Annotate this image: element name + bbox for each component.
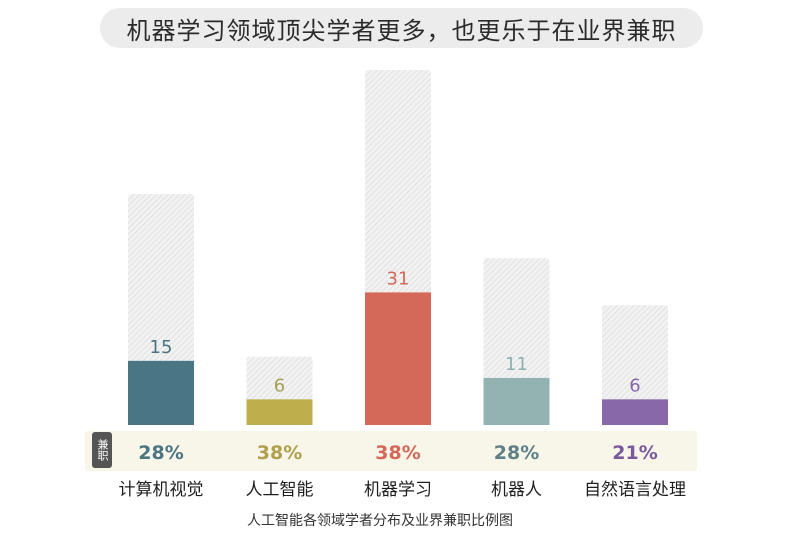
category-label: 人工智能 bbox=[246, 480, 314, 500]
category-label: 计算机视觉 bbox=[119, 480, 204, 500]
value-bar bbox=[246, 399, 313, 425]
part-time-band bbox=[85, 431, 697, 471]
part-time-percent-label: 28% bbox=[138, 442, 183, 464]
category-label: 机器人 bbox=[491, 480, 542, 500]
part-time-percent-label: 21% bbox=[612, 442, 657, 464]
part-time-badge-label: 兼职 bbox=[96, 439, 109, 462]
value-bar bbox=[365, 292, 431, 425]
value-label: 6 bbox=[274, 375, 285, 396]
part-time-badge bbox=[92, 432, 112, 468]
part-time-percent-label: 38% bbox=[375, 442, 420, 464]
value-label: 11 bbox=[505, 354, 528, 375]
part-time-percent-label: 38% bbox=[257, 442, 302, 464]
category-label: 机器学习 bbox=[364, 480, 432, 500]
value-label: 15 bbox=[150, 337, 173, 358]
total-bar bbox=[602, 305, 668, 425]
value-bar bbox=[483, 377, 550, 425]
value-label: 31 bbox=[387, 268, 410, 289]
labels-layer: 15 28% 计算机视觉 6 38% 人工智能 31 38% 机器学习 11 28% 机器人 6 21% 自… bbox=[119, 268, 687, 500]
category-label: 自然语言处理 bbox=[584, 480, 686, 500]
value-bar bbox=[602, 399, 668, 425]
chart-caption: 人工智能各领域学者分布及业界兼职比例图 bbox=[247, 513, 513, 529]
value-bar bbox=[128, 360, 194, 425]
bars-layer bbox=[128, 70, 668, 425]
value-label: 6 bbox=[629, 375, 640, 396]
part-time-percent-label: 28% bbox=[494, 442, 539, 464]
chart-title: 机器学习领域顶尖学者更多，也更乐于在业界兼职 bbox=[100, 8, 703, 48]
